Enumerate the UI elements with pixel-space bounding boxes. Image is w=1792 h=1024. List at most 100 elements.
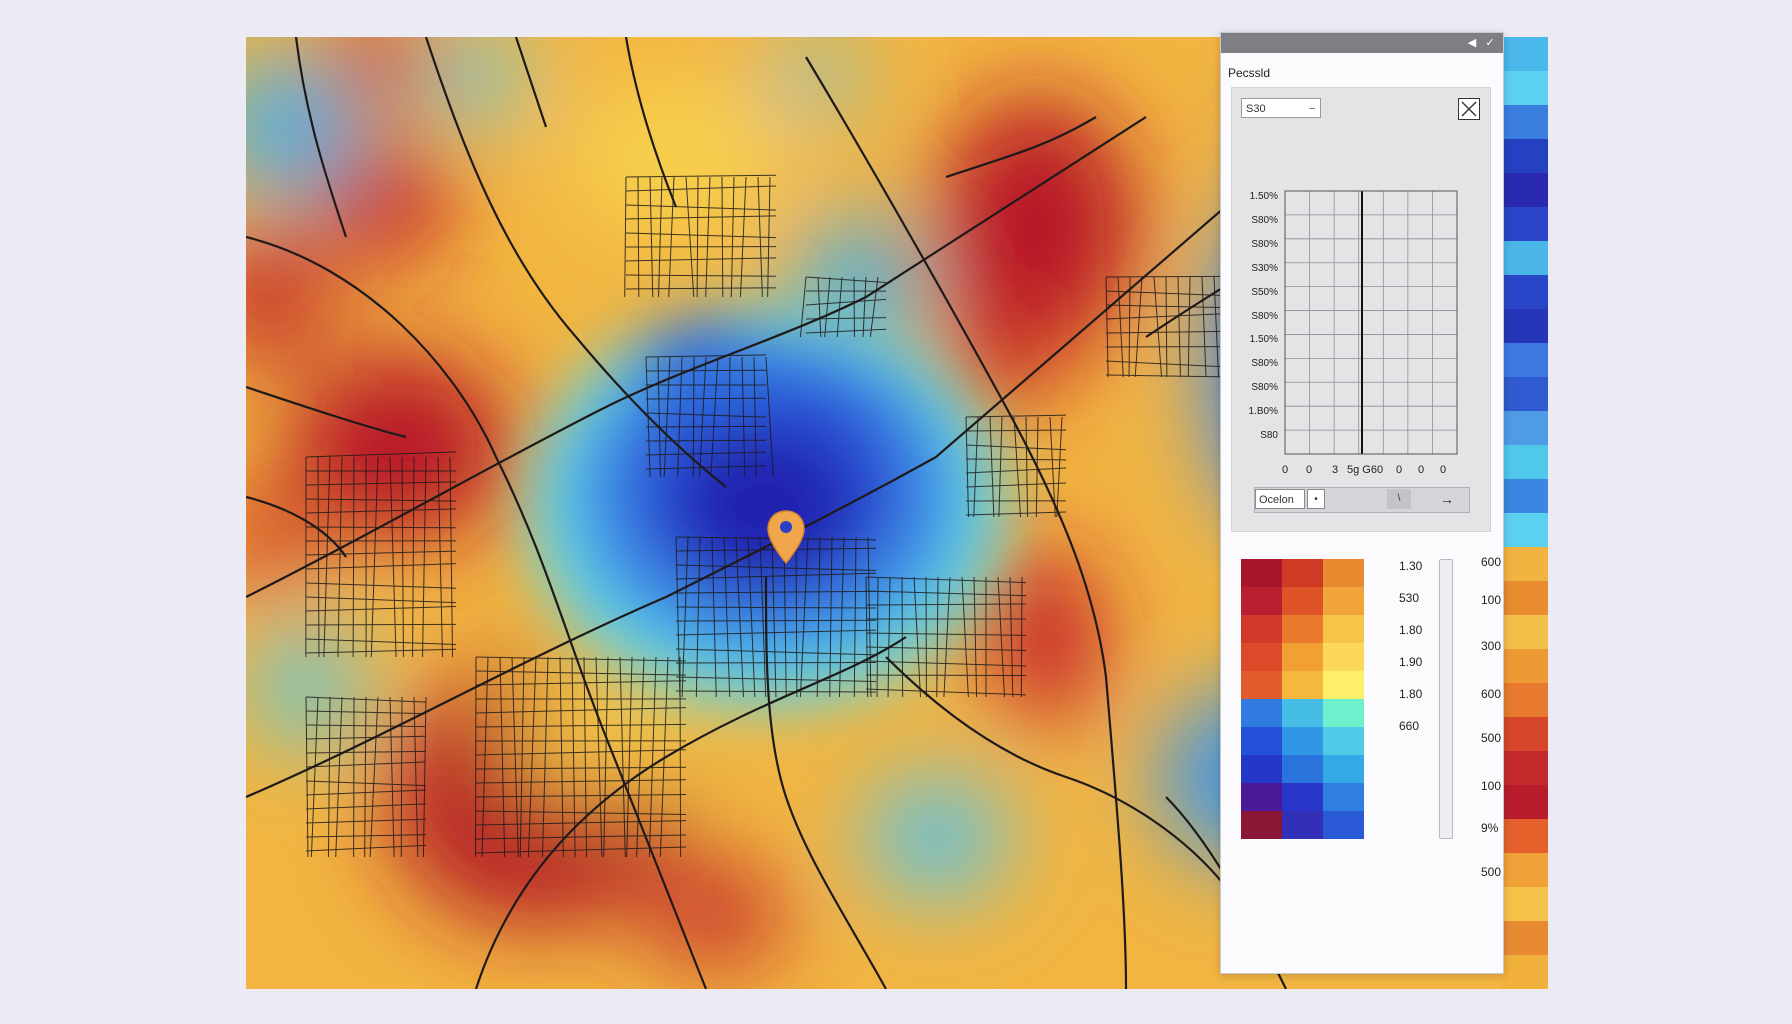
legend-swatch bbox=[1282, 811, 1323, 839]
strip-cell bbox=[1500, 615, 1548, 649]
legend-scrollbar[interactable] bbox=[1439, 559, 1453, 839]
legend-swatch bbox=[1282, 587, 1323, 615]
y-tick-label: 1.50% bbox=[1249, 334, 1278, 346]
legend-swatch bbox=[1282, 755, 1323, 783]
legend-scale-label: 500 bbox=[1481, 865, 1502, 879]
strip-cell bbox=[1500, 207, 1548, 241]
legend-label: 1.80 bbox=[1399, 623, 1423, 637]
legend-swatch bbox=[1241, 643, 1282, 671]
x-tick-label: 0 bbox=[1306, 464, 1313, 476]
strip-cell bbox=[1500, 581, 1548, 615]
strip-cell bbox=[1500, 105, 1548, 139]
legend-swatch bbox=[1241, 727, 1282, 755]
strip-cell bbox=[1500, 173, 1548, 207]
option-toggle[interactable]: • bbox=[1307, 489, 1325, 509]
legend-scale-label: 300 bbox=[1481, 639, 1502, 653]
legend-swatch bbox=[1323, 587, 1364, 615]
y-tick-label: 1.50% bbox=[1249, 191, 1278, 202]
edge-color-strip bbox=[1500, 37, 1548, 989]
strip-cell bbox=[1500, 921, 1548, 955]
legend-scale-label: 600 bbox=[1481, 555, 1502, 569]
option-select[interactable]: Ocelon bbox=[1255, 489, 1305, 509]
legend-label: 1.80 bbox=[1399, 687, 1423, 701]
legend-swatch bbox=[1241, 587, 1282, 615]
strip-cell bbox=[1500, 887, 1548, 921]
slider-thumb[interactable]: \ bbox=[1387, 489, 1411, 509]
strip-cell bbox=[1500, 139, 1548, 173]
legend-swatch bbox=[1282, 699, 1323, 727]
legend-swatch bbox=[1282, 615, 1323, 643]
y-tick-label: S80% bbox=[1251, 310, 1278, 322]
strip-cell bbox=[1500, 683, 1548, 717]
strip-cell bbox=[1500, 309, 1548, 343]
legend-label: 1.30 bbox=[1399, 559, 1423, 573]
close-button[interactable] bbox=[1458, 98, 1480, 120]
legend-swatch bbox=[1323, 615, 1364, 643]
legend-swatch bbox=[1323, 643, 1364, 671]
x-tick-label: 0 bbox=[1396, 464, 1403, 476]
y-tick-label: S80% bbox=[1251, 358, 1278, 370]
strip-cell bbox=[1500, 513, 1548, 547]
legend-swatch bbox=[1282, 783, 1323, 811]
x-tick-label: 3 bbox=[1332, 464, 1339, 476]
strip-cell bbox=[1500, 751, 1548, 785]
legend-swatch bbox=[1323, 783, 1364, 811]
select-value: S30 bbox=[1246, 103, 1266, 115]
x-tick-label: 0 bbox=[1418, 464, 1425, 476]
chart-box: S30 – 1.50% S80% S80% S30% S50% S80% 1.50% S80%… bbox=[1231, 87, 1491, 532]
legend-scale-label: 100 bbox=[1481, 593, 1502, 607]
profile-chart bbox=[1284, 190, 1458, 455]
chart-controls: Ocelon • \ → bbox=[1254, 487, 1470, 513]
legend-scale-label: 500 bbox=[1481, 731, 1502, 745]
legend-swatch bbox=[1282, 643, 1323, 671]
legend-swatch bbox=[1323, 699, 1364, 727]
collapse-icon[interactable]: ◀ bbox=[1467, 37, 1477, 49]
legend-scale-label: 100 bbox=[1481, 779, 1502, 793]
location-pin-icon[interactable] bbox=[766, 509, 806, 565]
strip-cell bbox=[1500, 853, 1548, 887]
legend-swatch bbox=[1323, 671, 1364, 699]
strip-cell bbox=[1500, 717, 1548, 751]
panel-titlebar: ◀ ✓ bbox=[1221, 33, 1503, 53]
legend-swatch bbox=[1323, 811, 1364, 839]
y-tick-label: S50% bbox=[1251, 286, 1278, 298]
check-icon[interactable]: ✓ bbox=[1485, 37, 1495, 49]
x-tick-label: 5g G60 bbox=[1347, 464, 1384, 476]
legend-swatch bbox=[1282, 559, 1323, 587]
y-tick-label: S80 bbox=[1260, 430, 1278, 442]
x-tick-label: 0 bbox=[1282, 464, 1289, 476]
strip-cell bbox=[1500, 377, 1548, 411]
legend-swatch bbox=[1323, 559, 1364, 587]
legend-swatch bbox=[1282, 671, 1323, 699]
strip-cell bbox=[1500, 343, 1548, 377]
chevron-down-icon: – bbox=[1309, 103, 1315, 114]
strip-cell bbox=[1500, 275, 1548, 309]
legend-swatch bbox=[1282, 727, 1323, 755]
value-select[interactable]: S30 – bbox=[1241, 98, 1321, 118]
strip-cell bbox=[1500, 649, 1548, 683]
strip-cell bbox=[1500, 479, 1548, 513]
strip-cell bbox=[1500, 819, 1548, 853]
legend-swatch bbox=[1241, 671, 1282, 699]
legend-swatch bbox=[1241, 559, 1282, 587]
legend-swatch bbox=[1323, 755, 1364, 783]
analysis-panel: ◀ ✓ Pecssld S30 – 1.50% S80% S80% S30% S50% S… bbox=[1220, 32, 1504, 974]
x-tick-label: 0 bbox=[1440, 464, 1447, 476]
legend-swatch bbox=[1241, 755, 1282, 783]
y-tick-label: S80% bbox=[1251, 214, 1278, 226]
strip-cell bbox=[1500, 955, 1548, 989]
strip-cell bbox=[1500, 71, 1548, 105]
legend-label: 660 bbox=[1399, 719, 1420, 733]
panel-title: Pecssld bbox=[1228, 66, 1271, 80]
strip-cell bbox=[1500, 445, 1548, 479]
next-arrow-button[interactable]: → bbox=[1440, 491, 1454, 507]
strip-cell bbox=[1500, 37, 1548, 71]
legend-swatch bbox=[1323, 727, 1364, 755]
y-tick-label: S80% bbox=[1251, 238, 1278, 250]
y-tick-label: S80% bbox=[1251, 382, 1278, 394]
legend-swatch bbox=[1241, 699, 1282, 727]
legend-swatch bbox=[1241, 783, 1282, 811]
strip-cell bbox=[1500, 785, 1548, 819]
legend-swatch bbox=[1241, 615, 1282, 643]
legend-swatch bbox=[1241, 811, 1282, 839]
